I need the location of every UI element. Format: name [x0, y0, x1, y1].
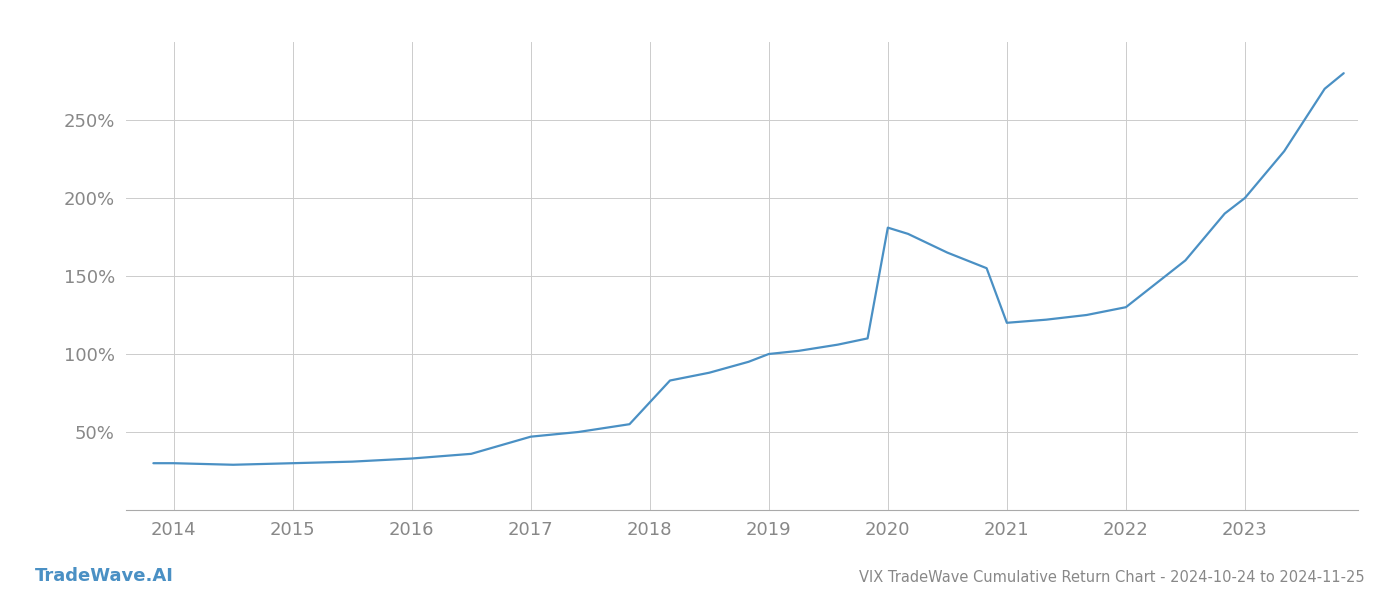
Text: VIX TradeWave Cumulative Return Chart - 2024-10-24 to 2024-11-25: VIX TradeWave Cumulative Return Chart - … — [860, 570, 1365, 585]
Text: TradeWave.AI: TradeWave.AI — [35, 567, 174, 585]
